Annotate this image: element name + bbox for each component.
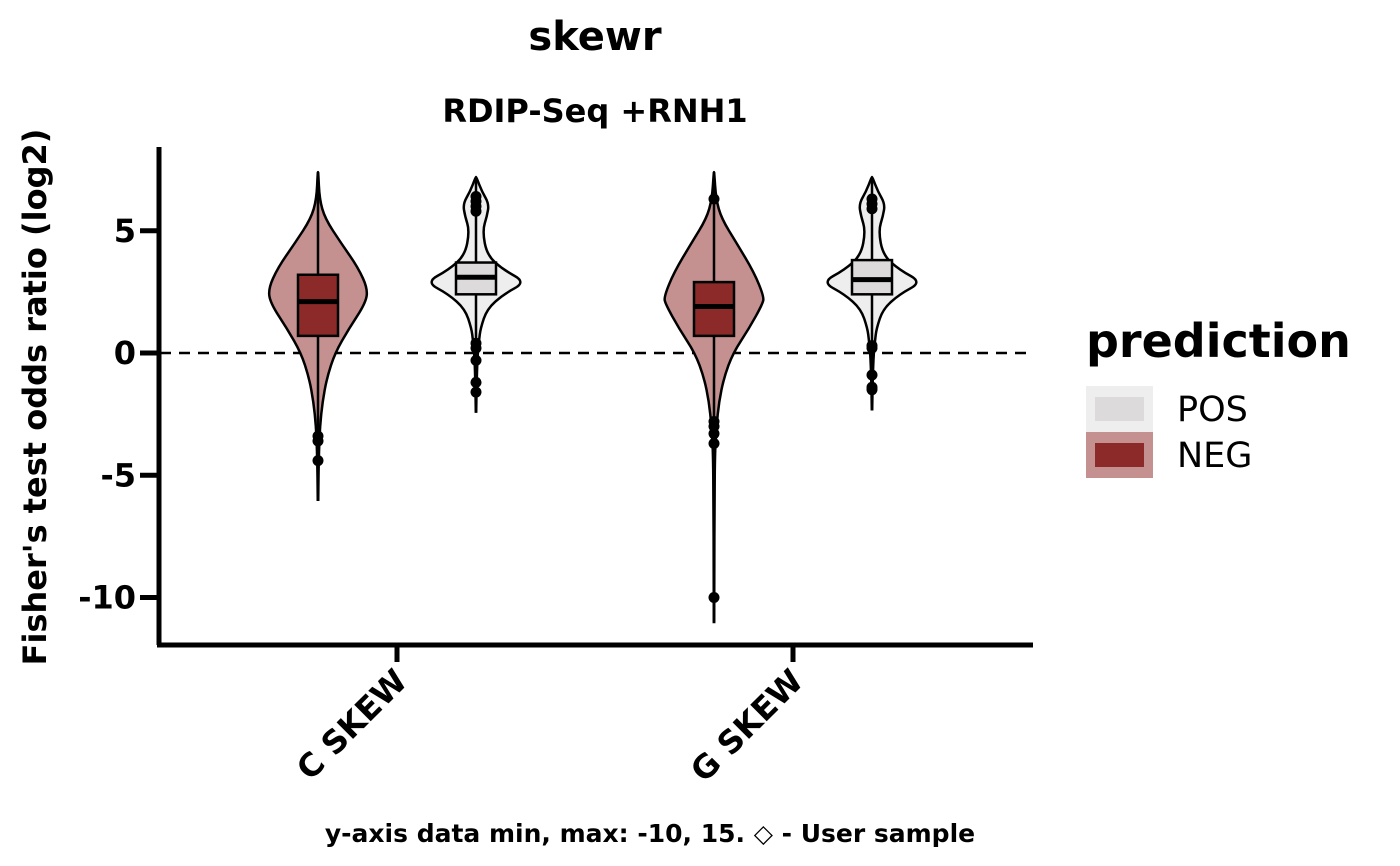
outlier-g-skew-neg-2 <box>708 428 720 440</box>
outlier-g-skew-pos-1 <box>866 342 878 354</box>
outlier-c-skew-pos-2 <box>470 354 482 366</box>
outlier-c-skew-pos-1 <box>470 342 482 354</box>
outlier-g-skew-neg-3 <box>708 437 720 449</box>
legend: prediction POS NEG <box>1086 314 1351 478</box>
outlier-c-skew-neg-1 <box>312 435 324 447</box>
legend-title: prediction <box>1086 314 1351 368</box>
outlier-g-skew-pos-2 <box>866 369 878 381</box>
outlier-g-skew-neg-5 <box>708 193 720 205</box>
box-c-skew-neg <box>296 273 340 338</box>
x-tick-label-c-skew: C SKEW <box>289 662 415 788</box>
legend-label-pos: POS <box>1177 390 1248 430</box>
chart-title: skewr <box>528 14 661 60</box>
y-tick-label-0: 0 <box>114 334 136 372</box>
y-tick-label--10: -10 <box>78 579 136 617</box>
y-tick-label-5: 5 <box>114 212 136 250</box>
y-axis-label: Fisher's test odds ratio (log2) <box>16 129 54 666</box>
violin-group-g-skew-pos <box>826 175 918 411</box>
outlier-g-skew-pos-7 <box>866 193 878 205</box>
chart-subtitle: RDIP-Seq +RNH1 <box>442 92 747 130</box>
violin-group-g-skew-neg <box>663 170 765 624</box>
outlier-c-skew-pos-8 <box>470 191 482 203</box>
violin-group-c-skew-pos <box>430 175 522 413</box>
outlier-c-skew-pos-4 <box>470 386 482 398</box>
legend-swatch-neg <box>1095 443 1144 467</box>
chart-caption: y-axis data min, max: -10, 15. ◇ - User … <box>325 819 975 848</box>
violin-group-c-skew-neg <box>267 170 369 501</box>
outlier-c-skew-pos-3 <box>470 376 482 388</box>
outlier-c-skew-neg-2 <box>312 455 324 467</box>
y-tick-label--5: -5 <box>100 456 136 494</box>
legend-swatch-pos <box>1095 397 1144 421</box>
outlier-g-skew-neg-4 <box>708 592 720 603</box>
x-tick-label-g-skew: G SKEW <box>683 662 811 790</box>
plot-area <box>160 170 1033 624</box>
outlier-g-skew-pos-4 <box>866 384 878 396</box>
legend-label-neg: NEG <box>1177 436 1252 476</box>
